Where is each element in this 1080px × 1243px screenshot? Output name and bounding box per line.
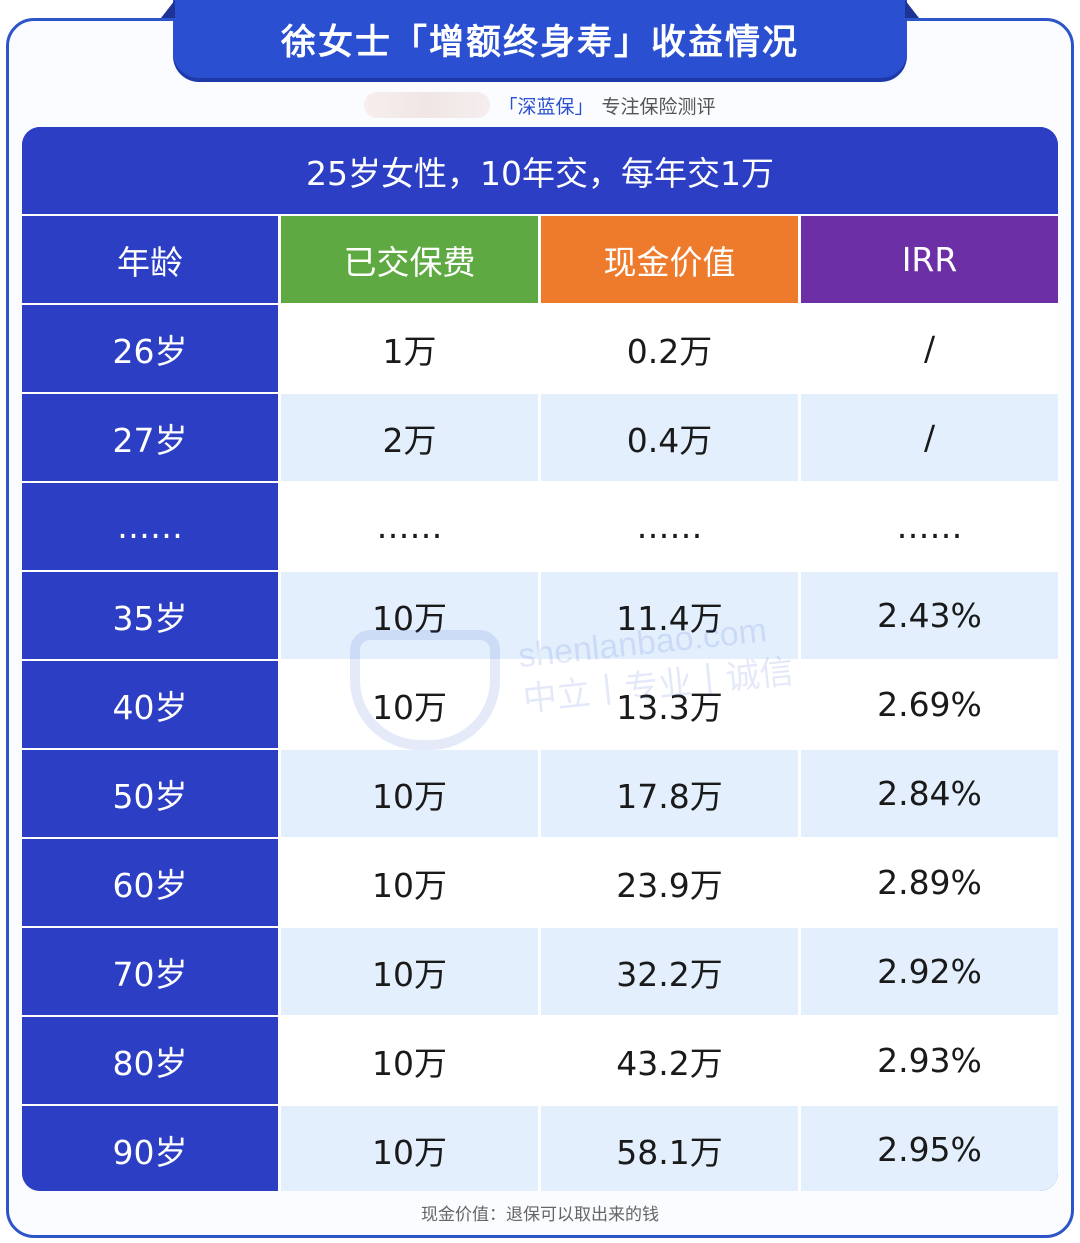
cell-cash-value: 32.2万 bbox=[538, 928, 798, 1015]
blurred-username bbox=[364, 92, 491, 118]
header-premium-paid: 已交保费 bbox=[278, 216, 538, 303]
cell-premium: 2万 bbox=[278, 394, 538, 481]
cell-cash-value: 0.4万 bbox=[538, 394, 798, 481]
table-caption: 25岁女性，10年交，每年交1万 bbox=[22, 127, 1058, 214]
cell-irr: …… bbox=[798, 483, 1058, 570]
cell-irr: / bbox=[798, 305, 1058, 392]
cell-irr: / bbox=[798, 394, 1058, 481]
cell-age: 80岁 bbox=[22, 1017, 278, 1104]
table-row: 40岁 10万 13.3万 2.69% bbox=[22, 659, 1058, 748]
cell-age: 40岁 bbox=[22, 661, 278, 748]
brand-tagline: 专注保险测评 bbox=[601, 95, 716, 118]
returns-table: 25岁女性，10年交，每年交1万 年龄 已交保费 现金价值 IRR 26岁 1万… bbox=[22, 127, 1058, 1191]
cell-irr: 2.89% bbox=[798, 839, 1058, 926]
cell-irr: 2.92% bbox=[798, 928, 1058, 1015]
cell-age: 70岁 bbox=[22, 928, 278, 1015]
table-row: 90岁 10万 58.1万 2.95% bbox=[22, 1104, 1058, 1191]
cell-age: 50岁 bbox=[22, 750, 278, 837]
cell-premium: 10万 bbox=[278, 928, 538, 1015]
cell-cash-value: 23.9万 bbox=[538, 839, 798, 926]
cell-age: 35岁 bbox=[22, 572, 278, 659]
cell-cash-value: 11.4万 bbox=[538, 572, 798, 659]
cell-cash-value: 17.8万 bbox=[538, 750, 798, 837]
cell-cash-value: 58.1万 bbox=[538, 1106, 798, 1191]
cell-premium: 10万 bbox=[278, 1017, 538, 1104]
cell-premium: 10万 bbox=[278, 1106, 538, 1191]
cell-premium: 10万 bbox=[278, 572, 538, 659]
cell-age: 90岁 bbox=[22, 1106, 278, 1191]
table-header-row: 年龄 已交保费 现金价值 IRR bbox=[22, 214, 1058, 303]
table-row: 70岁 10万 32.2万 2.92% bbox=[22, 926, 1058, 1015]
cell-cash-value: 43.2万 bbox=[538, 1017, 798, 1104]
table-row: …… …… …… …… bbox=[22, 481, 1058, 570]
table-row: 26岁 1万 0.2万 / bbox=[22, 303, 1058, 392]
cell-premium: …… bbox=[278, 483, 538, 570]
page-title: 徐女士「增额终身寿」收益情况 bbox=[173, 0, 907, 78]
header-irr: IRR bbox=[798, 216, 1058, 303]
header-cash-value: 现金价值 bbox=[538, 216, 798, 303]
cell-age: …… bbox=[22, 483, 278, 570]
table-row: 35岁 10万 11.4万 2.43% bbox=[22, 570, 1058, 659]
subtitle: 「深蓝保」 专注保险测评 bbox=[0, 88, 1080, 122]
cell-age: 60岁 bbox=[22, 839, 278, 926]
cell-irr: 2.93% bbox=[798, 1017, 1058, 1104]
header-age: 年龄 bbox=[22, 216, 278, 303]
cell-premium: 1万 bbox=[278, 305, 538, 392]
table-row: 50岁 10万 17.8万 2.84% bbox=[22, 748, 1058, 837]
cell-irr: 2.84% bbox=[798, 750, 1058, 837]
brand-name: 「深蓝保」 bbox=[498, 95, 594, 118]
table-row: 27岁 2万 0.4万 / bbox=[22, 392, 1058, 481]
footnote: 现金价值：退保可以取出来的钱 bbox=[421, 1205, 659, 1225]
cell-irr: 2.43% bbox=[798, 572, 1058, 659]
table-row: 60岁 10万 23.9万 2.89% bbox=[22, 837, 1058, 926]
cell-premium: 10万 bbox=[278, 839, 538, 926]
cell-irr: 2.69% bbox=[798, 661, 1058, 748]
cell-premium: 10万 bbox=[278, 661, 538, 748]
cell-age: 27岁 bbox=[22, 394, 278, 481]
cell-premium: 10万 bbox=[278, 750, 538, 837]
cell-irr: 2.95% bbox=[798, 1106, 1058, 1191]
cell-cash-value: 13.3万 bbox=[538, 661, 798, 748]
cell-cash-value: 0.2万 bbox=[538, 305, 798, 392]
cell-cash-value: …… bbox=[538, 483, 798, 570]
table-row: 80岁 10万 43.2万 2.93% bbox=[22, 1015, 1058, 1104]
cell-age: 26岁 bbox=[22, 305, 278, 392]
